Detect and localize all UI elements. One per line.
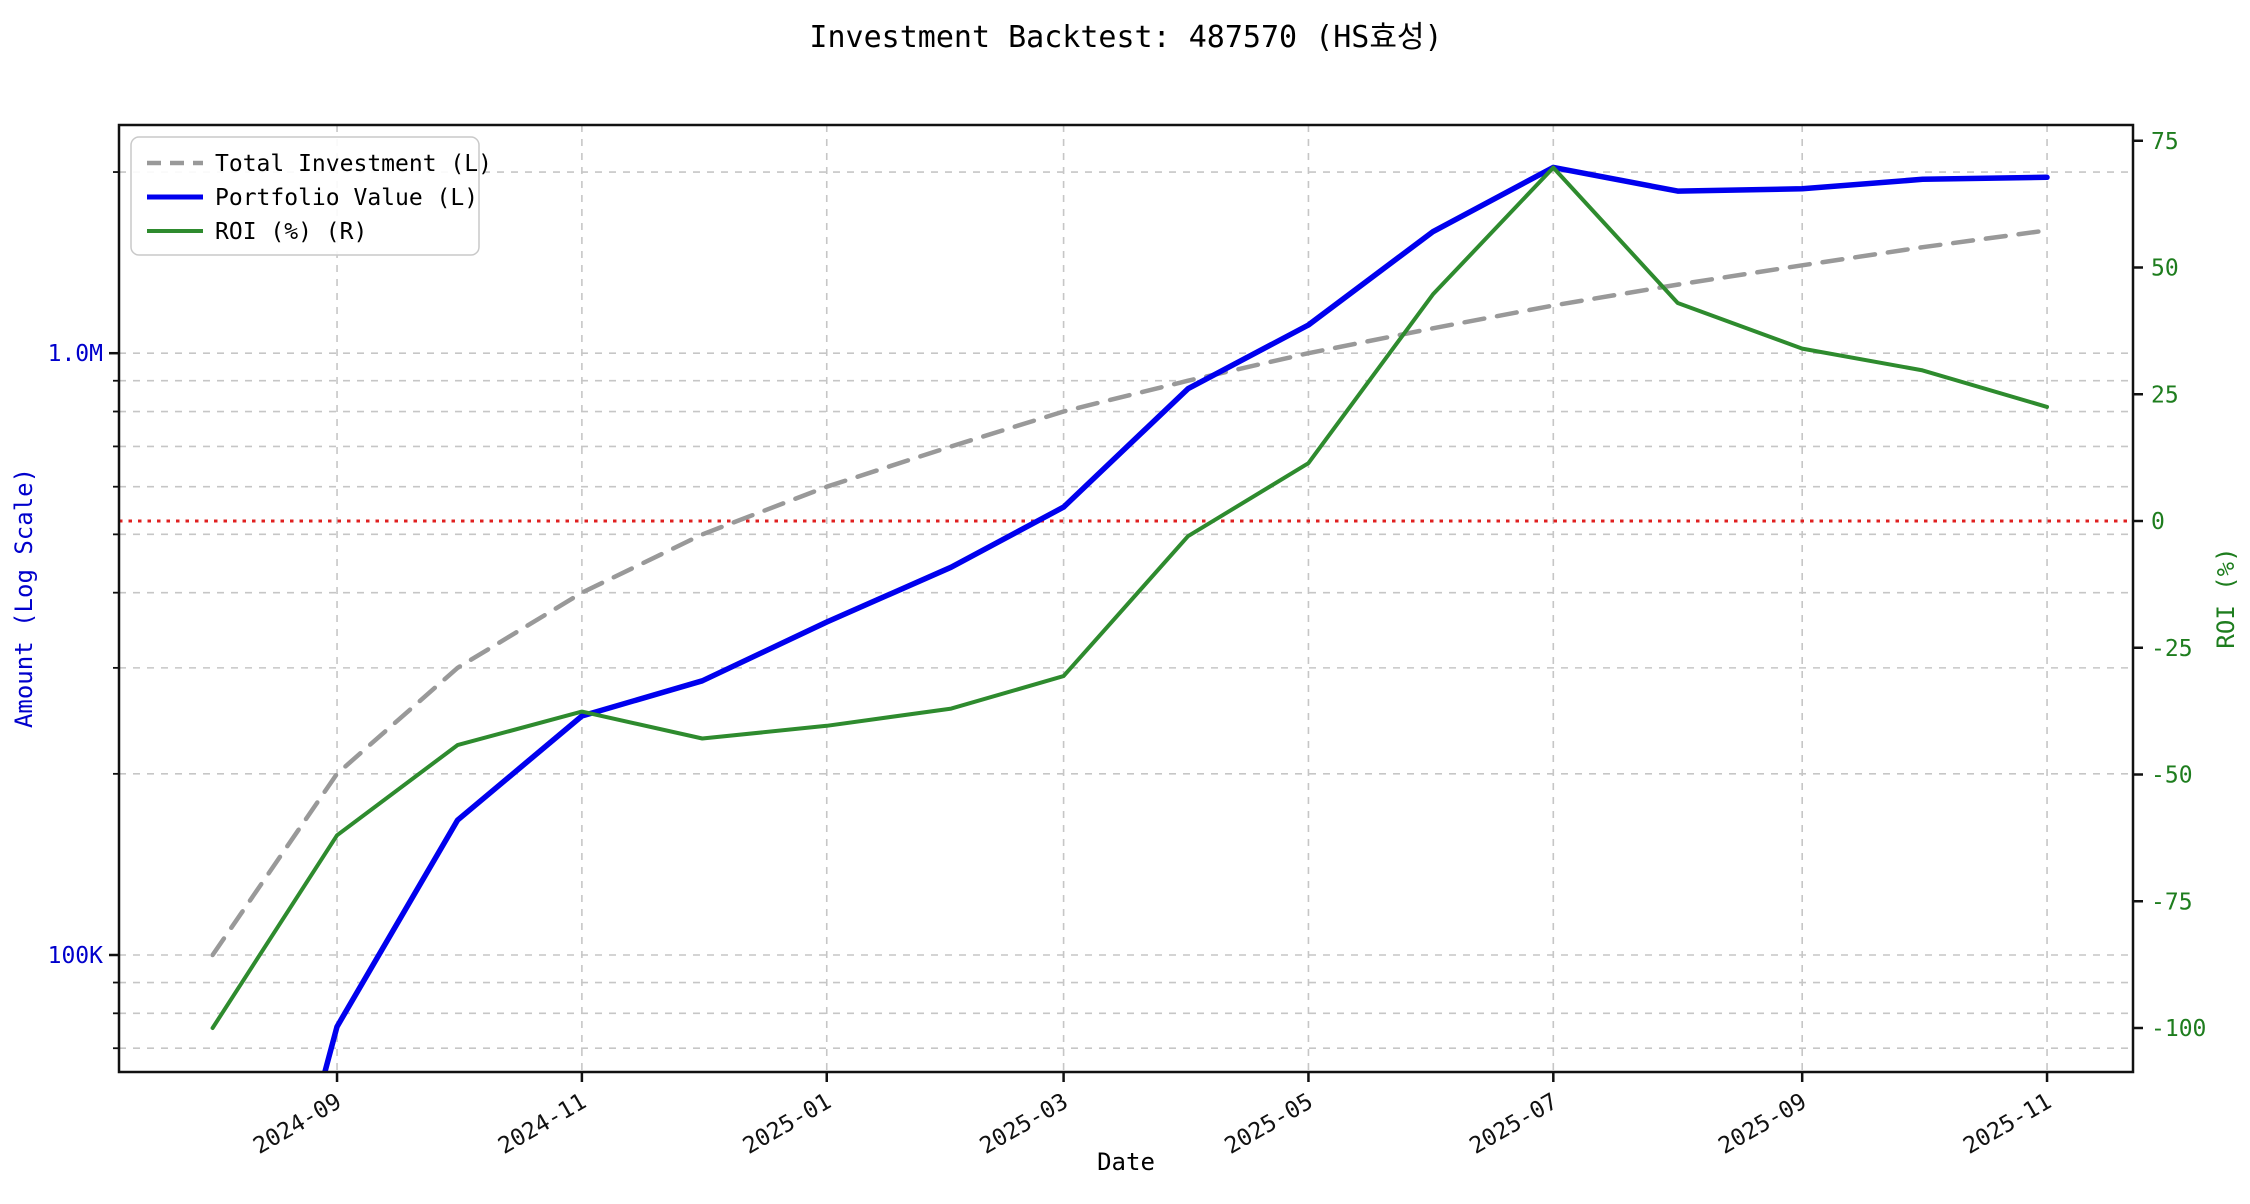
- right-y-axis-label: ROI (%): [2212, 547, 2240, 648]
- data-series: [210, 164, 2050, 1072]
- x-tick-label: 2024-11: [494, 1089, 591, 1160]
- plot-border: [117, 123, 2135, 1074]
- x-tick-label: 2025-01: [739, 1089, 836, 1160]
- left-tick-label: 1.0M: [48, 341, 103, 367]
- x-tick-label: 2024-09: [249, 1089, 346, 1160]
- right-tick-label: 25: [2151, 382, 2179, 408]
- right-tick-label: -50: [2151, 763, 2193, 789]
- right-tick-label: 50: [2151, 256, 2179, 282]
- right-tick-label: 0: [2151, 509, 2165, 535]
- x-tick-label: 2025-09: [1714, 1089, 1811, 1160]
- legend-label-investment: Total Investment (L): [215, 151, 492, 177]
- right-tick-label: -25: [2151, 636, 2193, 662]
- x-axis-label: Date: [1097, 1148, 1155, 1176]
- x-tick-label: 2025-03: [976, 1089, 1073, 1160]
- x-tick-label: 2025-07: [1465, 1089, 1562, 1160]
- portfolio-value-line: [322, 164, 2050, 1072]
- roi-line: [210, 165, 2049, 1030]
- tick-marks-and-labels: 2024-09 2024-11 2025-01 2025-03 2025-05 2025-…: [48, 129, 2207, 1160]
- x-tick-label: 2025-11: [1959, 1089, 2056, 1160]
- x-tick-label: 2025-05: [1220, 1089, 1317, 1160]
- legend-label-portfolio: Portfolio Value (L): [215, 185, 478, 211]
- right-tick-label: -75: [2151, 889, 2193, 915]
- legend-label-roi: ROI (%) (R): [215, 219, 367, 245]
- left-y-axis-label: Amount (Log Scale): [10, 468, 38, 728]
- total-investment-line: [210, 228, 2050, 958]
- right-tick-label: 75: [2151, 129, 2179, 155]
- chart-title: Investment Backtest: 487570 (HS효성): [809, 20, 1442, 55]
- left-tick-label: 100K: [48, 943, 104, 969]
- legend: Total Investment (L) Portfolio Value (L)…: [130, 136, 492, 256]
- axes-spines: [117, 123, 2135, 1074]
- right-tick-label: -100: [2151, 1016, 2206, 1042]
- gridlines: [119, 125, 2133, 1072]
- legend-box: [130, 136, 480, 256]
